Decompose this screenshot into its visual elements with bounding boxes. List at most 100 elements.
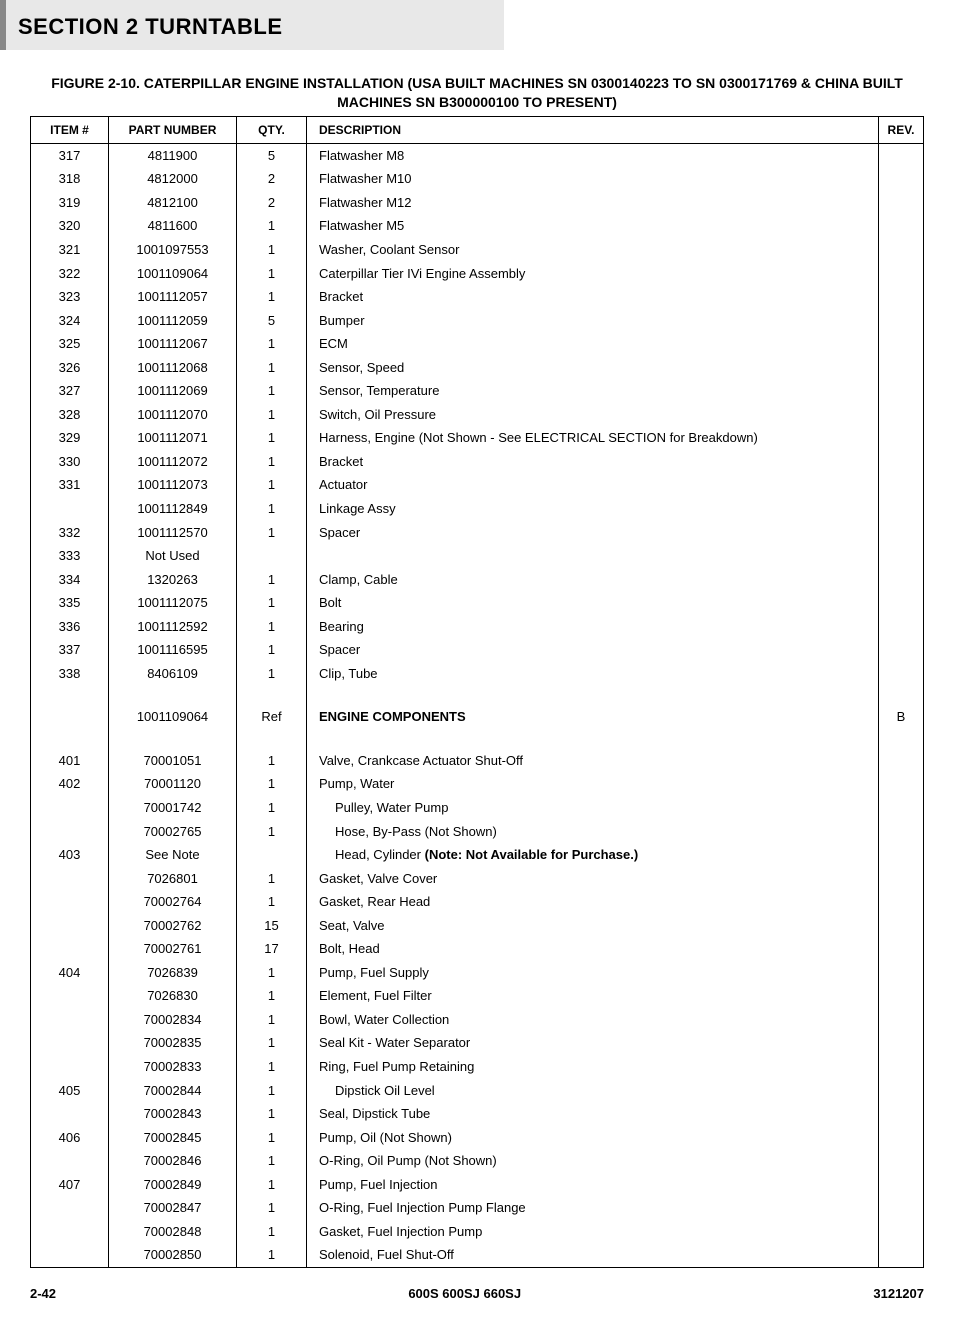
cell-rev	[879, 426, 924, 450]
cell-part: 8406109	[109, 662, 237, 686]
section-header: SECTION 2 TURNTABLE	[0, 0, 504, 50]
cell-qty: 1	[237, 961, 307, 985]
cell-rev	[879, 1173, 924, 1197]
cell-rev	[879, 615, 924, 639]
cell-item: 326	[31, 356, 109, 380]
table-row: 33210011125701Spacer	[31, 521, 924, 545]
cell-rev	[879, 309, 924, 333]
table-row: 32810011120701Switch, Oil Pressure	[31, 403, 924, 427]
page-content: FIGURE 2-10. CATERPILLAR ENGINE INSTALLA…	[0, 74, 954, 1268]
table-row: 32048116001Flatwasher M5	[31, 214, 924, 238]
cell-qty: 1	[237, 591, 307, 615]
cell-item	[31, 1031, 109, 1055]
cell-item	[31, 1008, 109, 1032]
table-row: 33884061091Clip, Tube	[31, 662, 924, 686]
cell-rev	[879, 143, 924, 167]
table-row: 32110010975531Washer, Coolant Sensor	[31, 238, 924, 262]
cell-part: 70002846	[109, 1149, 237, 1173]
cell-rev	[879, 1196, 924, 1220]
table-row	[31, 729, 924, 749]
cell-rev	[879, 403, 924, 427]
cell-part: 70002834	[109, 1008, 237, 1032]
cell-qty: 1	[237, 662, 307, 686]
cell-desc: Switch, Oil Pressure	[307, 403, 879, 427]
cell-rev	[879, 772, 924, 796]
cell-qty: 1	[237, 890, 307, 914]
table-row: 32510011120671ECM	[31, 332, 924, 356]
cell-item: 319	[31, 191, 109, 215]
cell-part: 1001109064	[109, 262, 237, 286]
table-row: 407700028491Pump, Fuel Injection	[31, 1173, 924, 1197]
cell-item	[31, 890, 109, 914]
table-row: 33510011120751Bolt	[31, 591, 924, 615]
cell-item: 404	[31, 961, 109, 985]
cell-qty: 1	[237, 285, 307, 309]
table-row: 700028331Ring, Fuel Pump Retaining	[31, 1055, 924, 1079]
cell-part: 4812100	[109, 191, 237, 215]
cell-desc: Pump, Oil (Not Shown)	[307, 1126, 879, 1150]
table-header-row: ITEM # PART NUMBER QTY. DESCRIPTION REV.	[31, 116, 924, 143]
cell-item: 327	[31, 379, 109, 403]
cell-part: 70001051	[109, 749, 237, 773]
cell-desc: Pulley, Water Pump	[307, 796, 879, 820]
cell-item	[31, 1196, 109, 1220]
cell-item: 323	[31, 285, 109, 309]
parts-table: ITEM # PART NUMBER QTY. DESCRIPTION REV.…	[30, 116, 924, 1268]
cell-part: 1001116595	[109, 638, 237, 662]
cell-part: 1001109064	[109, 705, 237, 729]
cell-item: 402	[31, 772, 109, 796]
cell-rev	[879, 238, 924, 262]
cell-desc: O-Ring, Oil Pump (Not Shown)	[307, 1149, 879, 1173]
cell-item: 330	[31, 450, 109, 474]
cell-item: 329	[31, 426, 109, 450]
cell-item: 332	[31, 521, 109, 545]
cell-desc	[307, 544, 879, 568]
cell-desc: Dipstick Oil Level	[307, 1079, 879, 1103]
cell-desc: Washer, Coolant Sensor	[307, 238, 879, 262]
cell-qty: 1	[237, 1173, 307, 1197]
table-row: 7000276215Seat, Valve	[31, 914, 924, 938]
cell-qty: 1	[237, 1243, 307, 1267]
page-footer: 2-42 600S 600SJ 660SJ 3121207	[0, 1268, 954, 1319]
table-row: 1001109064RefENGINE COMPONENTSB	[31, 705, 924, 729]
cell-item	[31, 1220, 109, 1244]
table-row: 700028341Bowl, Water Collection	[31, 1008, 924, 1032]
cell-rev	[879, 167, 924, 191]
cell-desc: Caterpillar Tier IVi Engine Assembly	[307, 262, 879, 286]
cell-qty	[237, 843, 307, 867]
table-row: 401700010511Valve, Crankcase Actuator Sh…	[31, 749, 924, 773]
cell-item: 325	[31, 332, 109, 356]
cell-item	[31, 705, 109, 729]
cell-part: 70001120	[109, 772, 237, 796]
cell-rev	[879, 867, 924, 891]
cell-desc: Seal Kit - Water Separator	[307, 1031, 879, 1055]
cell-rev	[879, 1243, 924, 1267]
cell-qty: 1	[237, 820, 307, 844]
cell-desc: Bolt	[307, 591, 879, 615]
cell-rev: B	[879, 705, 924, 729]
footer-right: 3121207	[873, 1286, 924, 1301]
cell-item	[31, 1055, 109, 1079]
cell-part: 1001112073	[109, 473, 237, 497]
table-row: 40470268391Pump, Fuel Supply	[31, 961, 924, 985]
cell-part: 1001112075	[109, 591, 237, 615]
cell-desc: O-Ring, Fuel Injection Pump Flange	[307, 1196, 879, 1220]
cell-item	[31, 984, 109, 1008]
col-header-part: PART NUMBER	[109, 116, 237, 143]
cell-part: 7026801	[109, 867, 237, 891]
table-row: 403See NoteHead, Cylinder (Note: Not Ava…	[31, 843, 924, 867]
cell-rev	[879, 544, 924, 568]
cell-qty: 1	[237, 1055, 307, 1079]
cell-rev	[879, 961, 924, 985]
cell-qty: 1	[237, 1196, 307, 1220]
cell-desc: Element, Fuel Filter	[307, 984, 879, 1008]
table-row: 10011128491Linkage Assy	[31, 497, 924, 521]
cell-qty: 1	[237, 403, 307, 427]
cell-rev	[879, 843, 924, 867]
col-header-qty: QTY.	[237, 116, 307, 143]
cell-item: 335	[31, 591, 109, 615]
cell-qty: 1	[237, 1102, 307, 1126]
cell-desc: Gasket, Fuel Injection Pump	[307, 1220, 879, 1244]
cell-rev	[879, 473, 924, 497]
table-row: 32610011120681Sensor, Speed	[31, 356, 924, 380]
